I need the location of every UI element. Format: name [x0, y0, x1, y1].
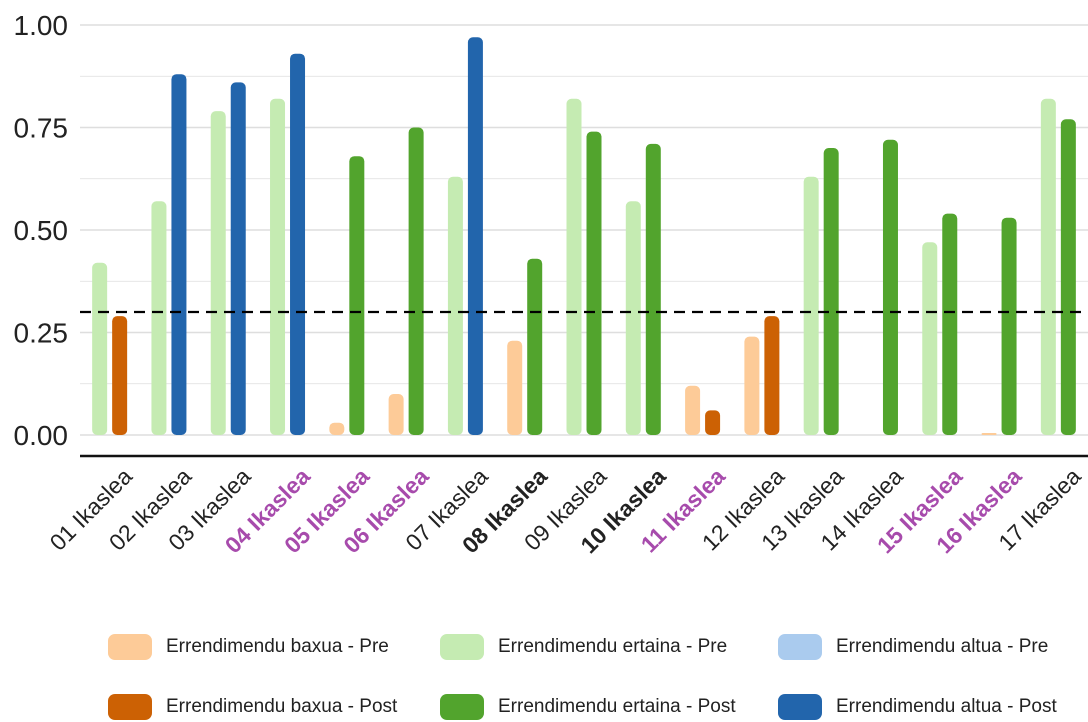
bar-pre — [507, 340, 523, 435]
bar-post — [349, 156, 365, 435]
legend-item: Errendimendu altua - Pre — [778, 632, 1048, 662]
bar-pre — [981, 432, 997, 435]
bar-post — [290, 53, 306, 435]
legend-swatch — [440, 634, 484, 660]
y-tick-label: 0.00 — [14, 420, 69, 451]
bar-post — [112, 316, 128, 435]
bars — [92, 37, 1076, 436]
bar-pre — [92, 262, 108, 435]
legend-swatch — [108, 694, 152, 720]
bar-pre — [388, 394, 404, 435]
legend-label: Errendimendu ertaina - Pre — [498, 636, 728, 657]
bar-pre — [922, 242, 938, 435]
bar-post — [705, 410, 721, 435]
y-axis-ticks: 0.00 0.25 0.50 0.75 1.00 — [14, 10, 69, 451]
legend-label: Errendimendu baxua - Post — [166, 696, 398, 717]
bar-pre — [1040, 98, 1056, 436]
bar-post — [171, 74, 187, 435]
legend-item: Errendimendu baxua - Pre — [108, 632, 389, 662]
bar-post — [882, 139, 898, 436]
bar-pre — [329, 422, 345, 435]
bar-pre — [744, 336, 760, 435]
legend-swatch — [440, 694, 484, 720]
bar-post — [823, 148, 839, 435]
y-tick-label: 1.00 — [14, 10, 69, 41]
legend: Errendimendu baxua - Pre Errendimendu ert… — [0, 620, 1088, 720]
bar-post — [527, 258, 543, 435]
legend-item: Errendimendu ertaina - Pre — [440, 632, 727, 662]
bar-post — [942, 213, 958, 435]
legend-label: Errendimendu baxua - Pre — [166, 636, 389, 657]
legend-item: Errendimendu altua - Post — [778, 692, 1057, 722]
y-tick-label: 0.25 — [14, 318, 69, 349]
bar-post — [467, 37, 483, 436]
bar-post — [230, 82, 246, 436]
legend-label: Errendimendu altua - Pre — [836, 636, 1049, 657]
legend-label: Errendimendu ertaina - Post — [498, 696, 736, 717]
legend-label: Errendimendu altua - Post — [836, 696, 1057, 717]
bar-pre — [803, 176, 819, 435]
bar-post — [408, 127, 424, 435]
legend-swatch — [108, 634, 152, 660]
bar-pre — [270, 98, 286, 436]
bar-post — [586, 131, 602, 435]
bar-pre — [625, 201, 641, 435]
bar-pre — [151, 201, 167, 435]
legend-swatch — [778, 694, 822, 720]
legend-item: Errendimendu ertaina - Post — [440, 692, 736, 722]
bar-post — [645, 143, 661, 435]
y-tick-label: 0.50 — [14, 215, 69, 246]
bar-pre — [685, 385, 701, 435]
bar-pre — [447, 176, 463, 435]
grid-lines — [80, 24, 1088, 436]
legend-item: Errendimendu baxua - Post — [108, 692, 397, 722]
bar-post — [764, 316, 780, 435]
y-tick-label: 0.75 — [14, 113, 69, 144]
bar-post — [1060, 119, 1076, 436]
bar-pre — [210, 111, 226, 435]
bar-pre — [566, 98, 582, 436]
bar-post — [1001, 217, 1017, 435]
legend-swatch — [778, 634, 822, 660]
